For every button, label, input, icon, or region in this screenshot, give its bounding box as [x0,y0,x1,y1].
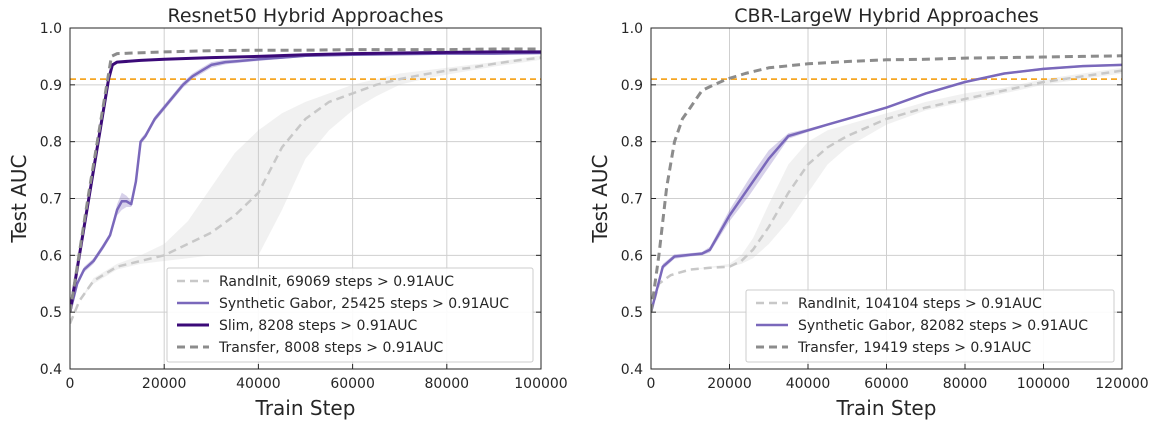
series-line-3 [651,54,1122,313]
x-tick-label: 40000 [786,376,831,392]
y-tick-label: 0.8 [621,135,643,151]
chart-panel-2: 0 20000 40000 60000 80000 100000 1200000.40.50… [588,5,1149,420]
x-axis-ticks: 0 20000 40000 60000 80000 100000 120000 [647,364,1149,392]
y-tick-label: 0.4 [621,362,643,378]
series-line-2 [651,63,1122,313]
y-tick-label: 1.0 [40,21,62,37]
series-band-1 [651,67,1122,313]
y-axis-label: Test AUC [7,154,31,243]
y-tick-label: 0.7 [40,192,62,208]
legend-label-4: Transfer, 8008 steps > 0.91AUC [218,340,443,356]
plot-marks [70,47,541,324]
series-line-4 [70,47,541,313]
x-tick-label: 40000 [236,376,281,392]
legend-label-2: Synthetic Gabor, 82082 steps > 0.91AUC [798,318,1088,334]
x-tick-label: 100000 [1017,376,1070,392]
y-tick-label: 0.6 [621,248,643,264]
legend-label-2: Synthetic Gabor, 25425 steps > 0.91AUC [219,296,509,312]
legend-label-3: Slim, 8208 steps > 0.91AUC [219,318,417,334]
legend-label-3: Transfer, 19419 steps > 0.91AUC [797,340,1031,356]
x-tick-label: 120000 [1095,376,1148,392]
legend: RandInit, 104104 steps > 0.91AUC Syntheti… [745,289,1115,363]
x-tick-label: 20000 [707,376,752,392]
x-tick-label: 80000 [425,376,470,392]
series-line-1 [651,69,1122,313]
legend-box [166,267,534,363]
plot-marks [651,54,1122,313]
y-axis-ticks: 0.4 0.5 0.6 0.7 0.8 0.9 1.0 [40,21,541,378]
series-band-1 [70,55,541,324]
chart-panel-1: 0 20000 40000 60000 80000 1000000.40.50.60.70… [7,5,568,420]
y-tick-label: 1.0 [621,21,643,37]
x-axis-label: Train Step [836,396,937,420]
legend-box [745,289,1115,363]
y-tick-label: 0.5 [40,305,62,321]
grid [69,27,542,370]
y-axis-label: Test AUC [588,154,612,243]
y-tick-label: 0.6 [40,248,62,264]
x-tick-label: 100000 [514,376,567,392]
y-tick-label: 0.4 [40,362,62,378]
x-tick-label: 60000 [864,376,909,392]
series-band-2 [651,63,1122,313]
y-axis-ticks: 0.4 0.5 0.6 0.7 0.8 0.9 1.0 [621,21,1122,378]
y-tick-label: 0.5 [621,305,643,321]
y-tick-label: 0.7 [621,192,643,208]
legend: RandInit, 69069 steps > 0.91AUC Synthetic… [166,267,534,363]
y-tick-label: 0.9 [40,78,62,94]
x-tick-label: 60000 [330,376,375,392]
x-axis-ticks: 0 20000 40000 60000 80000 100000 [66,364,568,392]
chart-title: Resnet50 Hybrid Approaches [168,5,444,27]
legend-label-1: RandInit, 69069 steps > 0.91AUC [219,274,454,290]
y-tick-label: 0.8 [40,135,62,151]
x-tick-label: 0 [647,376,656,392]
x-tick-label: 80000 [943,376,988,392]
x-axis-label: Train Step [255,396,356,420]
x-tick-label: 20000 [142,376,187,392]
x-tick-label: 0 [66,376,75,392]
y-tick-label: 0.9 [621,78,643,94]
chart-title: CBR-LargeW Hybrid Approaches [734,5,1039,27]
legend-label-1: RandInit, 104104 steps > 0.91AUC [798,296,1042,312]
